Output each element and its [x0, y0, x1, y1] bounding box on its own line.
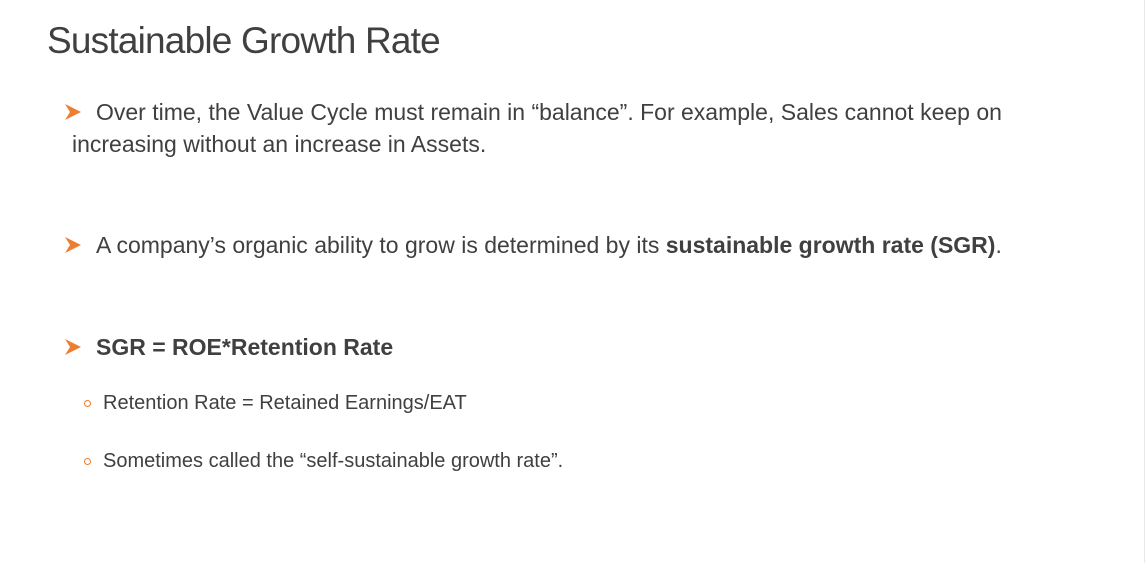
sub-bullet-self-sustainable: Sometimes called the “self-sustainable g… [103, 448, 563, 474]
bullet-2: A company’s organic ability to grow is d… [96, 229, 1002, 261]
arrowhead-bullet-icon [64, 103, 82, 121]
arrowhead-bullet-icon [64, 236, 82, 254]
circle-bullet-icon [84, 400, 91, 407]
arrowhead-bullet-icon [64, 338, 82, 356]
bullet-2-text: A company’s organic ability to grow is d… [96, 232, 666, 258]
bullet-1-line-1: Over time, the Value Cycle must remain i… [96, 96, 1002, 128]
bullet-2-bold-term: sustainable growth rate (SGR) [666, 232, 996, 258]
bullet-3-formula: SGR = ROE*Retention Rate [96, 331, 393, 363]
slide-title: Sustainable Growth Rate [47, 20, 440, 62]
sub-bullet-retention-rate: Retention Rate = Retained Earnings/EAT [103, 390, 467, 416]
bullet-1-line-2: increasing without an increase in Assets… [72, 128, 486, 160]
bullet-2-punctuation: . [995, 232, 1001, 258]
circle-bullet-icon [84, 458, 91, 465]
